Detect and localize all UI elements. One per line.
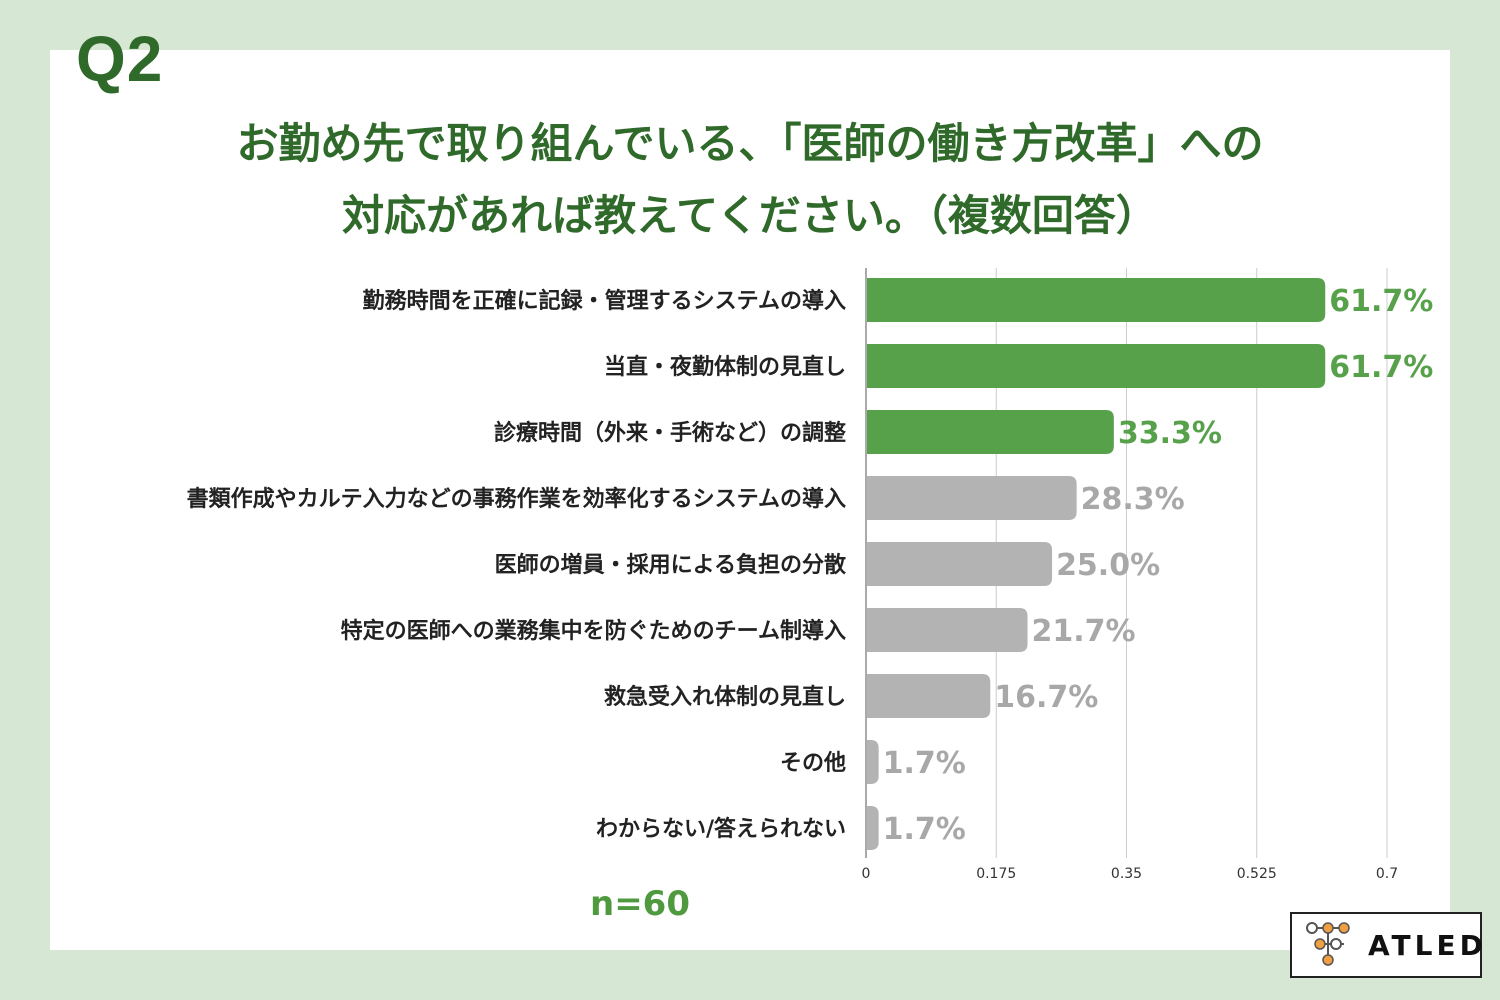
chart-card	[50, 50, 1450, 950]
data-label: 33.3%	[1118, 416, 1222, 451]
question-number: Q2	[76, 23, 164, 95]
x-tick-label: 0	[862, 866, 871, 882]
category-label: 医師の増員・採用による負担の分散	[495, 552, 847, 578]
x-tick-label: 0.175	[976, 866, 1016, 882]
bar	[866, 278, 1326, 322]
data-label: 61.7%	[1329, 350, 1433, 385]
atled-logo: ATLED	[1290, 912, 1483, 978]
x-tick-label: 0.7	[1376, 866, 1398, 882]
category-label: 当直・夜勤体制の見直し	[604, 354, 846, 380]
category-label: 救急受入れ体制の見直し	[604, 684, 846, 710]
title-line-2: 対応があれば教えてください。（複数回答）	[342, 191, 1158, 240]
data-label: 25.0%	[1056, 548, 1160, 583]
sample-size: n=60	[589, 884, 690, 924]
data-label: 16.7%	[994, 680, 1098, 715]
data-label: 61.7%	[1329, 284, 1433, 319]
logo-text: ATLED	[1368, 929, 1487, 962]
chart-title: お勤め先で取り組んでいる、「医師の働き方改革」への 対応があれば教えてください。…	[100, 108, 1400, 252]
category-label: 勤務時間を正確に記録・管理するシステムの導入	[363, 288, 846, 314]
bar	[866, 806, 879, 850]
data-label: 1.7%	[883, 746, 966, 781]
logo-mark-icon	[1306, 922, 1350, 966]
bar	[866, 344, 1326, 388]
title-line-1: お勤め先で取り組んでいる、「医師の働き方改革」への	[236, 119, 1264, 168]
x-tick-label: 0.35	[1111, 866, 1142, 882]
category-label: その他	[780, 751, 846, 776]
x-tick-label: 0.525	[1237, 866, 1277, 882]
bar	[866, 410, 1114, 454]
bar	[866, 476, 1077, 520]
category-label: 書類作成やカルテ入力などの事務作業を効率化するシステムの導入	[187, 486, 846, 512]
bar	[866, 542, 1053, 586]
category-label: 特定の医師への業務集中を防ぐためのチーム制導入	[341, 618, 846, 644]
category-label: 診療時間（外来・手術など）の調整	[494, 420, 846, 446]
bar	[866, 608, 1028, 652]
data-label: 28.3%	[1081, 482, 1185, 517]
category-label: わからない/答えられない	[596, 816, 846, 842]
bar	[866, 674, 991, 718]
bar	[866, 740, 879, 784]
data-label: 1.7%	[883, 812, 966, 847]
data-label: 21.7%	[1032, 614, 1136, 649]
